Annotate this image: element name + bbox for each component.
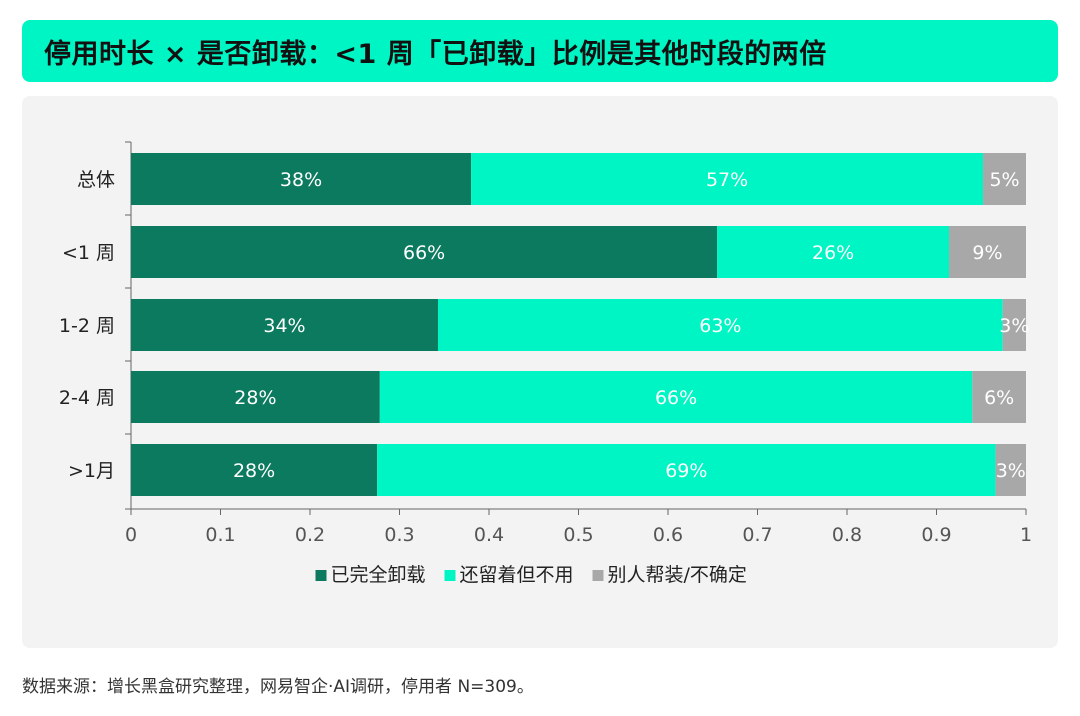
data-label: 3% bbox=[999, 315, 1029, 337]
x-tick-label: 1 bbox=[1020, 524, 1032, 546]
stacked-bar-chart: 38% 57% 5% 总体 66% 26% 9% <1 周 34% 63% 3% 1-2 周 28% 66… bbox=[59, 141, 1032, 586]
x-tick-label: 0.3 bbox=[384, 524, 414, 546]
bar-other bbox=[949, 226, 1026, 278]
bar-other bbox=[995, 444, 1026, 496]
page-title: 停用时长 × 是否卸载：<1 周「已卸载」比例是其他时段的两倍 bbox=[44, 38, 827, 70]
bar-kept bbox=[379, 371, 973, 423]
data-label: 28% bbox=[234, 387, 276, 409]
x-tick-label: 0.6 bbox=[653, 524, 683, 546]
legend-swatch bbox=[444, 570, 456, 581]
x-tick-label: 0.2 bbox=[295, 524, 325, 546]
data-label: 69% bbox=[665, 460, 707, 482]
data-label: 26% bbox=[812, 242, 854, 264]
data-label: 57% bbox=[706, 169, 748, 191]
title-banner: 停用时长 × 是否卸载：<1 周「已卸载」比例是其他时段的两倍 bbox=[22, 20, 1058, 82]
x-tick-label: 0.5 bbox=[563, 524, 593, 546]
legend-swatch bbox=[315, 570, 327, 581]
data-label: 63% bbox=[699, 315, 741, 337]
bar-uninstalled bbox=[131, 226, 718, 278]
bar-kept bbox=[437, 299, 1003, 351]
x-tick-label: 0.7 bbox=[742, 524, 772, 546]
bar-uninstalled bbox=[131, 444, 378, 496]
bar-kept bbox=[377, 444, 996, 496]
bar-kept bbox=[471, 153, 984, 205]
legend-label: 还留着但不用 bbox=[460, 564, 574, 586]
y-tick-label: >1月 bbox=[68, 460, 115, 482]
x-tick-label: 0.4 bbox=[474, 524, 504, 546]
data-label: 9% bbox=[972, 242, 1002, 264]
source-note: 数据来源：增长黑盒研究整理，网易智企·AI调研，停用者 N=309。 bbox=[22, 677, 534, 697]
bar-other bbox=[983, 153, 1026, 205]
legend-label: 别人帮装/不确定 bbox=[608, 564, 747, 586]
data-label: 66% bbox=[403, 242, 445, 264]
data-label: 34% bbox=[263, 315, 305, 337]
bar-kept bbox=[717, 226, 950, 278]
x-tick-label: 0.9 bbox=[921, 524, 951, 546]
bar-other bbox=[1002, 299, 1026, 351]
legend-label: 已完全卸载 bbox=[331, 564, 426, 586]
data-label: 3% bbox=[996, 460, 1026, 482]
x-tick-label: 0 bbox=[125, 524, 137, 546]
data-label: 66% bbox=[655, 387, 697, 409]
y-tick-label: 2-4 周 bbox=[59, 387, 115, 409]
data-label: 6% bbox=[984, 387, 1014, 409]
bar-uninstalled bbox=[131, 299, 438, 351]
x-tick-label: 0.1 bbox=[205, 524, 235, 546]
chart-panel: 38% 57% 5% 总体 66% 26% 9% <1 周 34% 63% 3% 1-2 周 28% 66… bbox=[22, 96, 1058, 648]
bar-uninstalled bbox=[131, 153, 472, 205]
y-tick-label: <1 周 bbox=[62, 242, 115, 264]
y-tick-label: 总体 bbox=[77, 169, 115, 191]
data-label: 38% bbox=[280, 169, 322, 191]
legend-swatch bbox=[592, 570, 604, 581]
y-tick-label: 1-2 周 bbox=[59, 315, 115, 337]
bar-uninstalled bbox=[131, 371, 380, 423]
x-tick-label: 0.8 bbox=[832, 524, 862, 546]
data-label: 28% bbox=[233, 460, 275, 482]
bar-other bbox=[972, 371, 1026, 423]
data-label: 5% bbox=[989, 169, 1019, 191]
